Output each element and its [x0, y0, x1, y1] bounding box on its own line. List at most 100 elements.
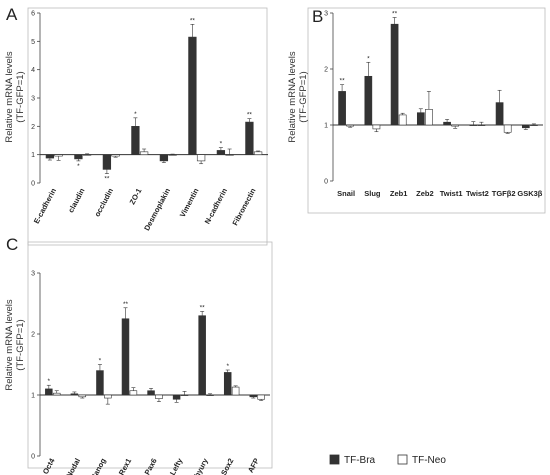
panel-b-bar-tf-neo [530, 124, 538, 126]
panel-c-y-tick-label: 2 [31, 332, 35, 339]
panel-c-category-label: Nanog [89, 456, 108, 475]
panel-c-bar-tf-bra [147, 390, 155, 396]
panel-b-bar-tf-bra [443, 121, 451, 126]
panel-a-y-axis-label-line: (TF-GFP=1) [15, 71, 26, 122]
panel-c-significance-mark: ** [123, 301, 129, 308]
panel-a-y-tick-label: 6 [31, 11, 35, 18]
legend-label-tf-bra: TF-Bra [344, 455, 376, 466]
panel-c-y-axis-label-line: Relative mRNA levels [4, 299, 15, 391]
panel-a-y-tick-label: 3 [31, 96, 35, 103]
panel-a-bar-tf-bra [45, 154, 55, 159]
panel-c-bar-tf-neo [257, 394, 265, 400]
panel-a-y-axis-label-line: Relative mRNA levels [4, 51, 15, 143]
panel-a-category-label: Desmoplakin [142, 186, 172, 232]
panel-b-y-tick-label: 3 [324, 11, 328, 18]
panel-b-significance-mark: ** [392, 10, 398, 17]
panel-a-category-label: N-cadherin [203, 186, 230, 225]
panel-a-significance-mark: * [220, 141, 223, 148]
panel-c-bar-tf-bra [198, 315, 206, 396]
panel-b-category-label: Snail [337, 189, 355, 198]
panel-a-significance-mark: * [77, 163, 80, 170]
panel-a-bar-tf-bra [102, 154, 112, 170]
panel-a: A Relative mRNA levels(TF-GFP=1) 0 1 2 3 4 5 6 E-… [4, 5, 268, 246]
panel-c-significance-mark: * [48, 378, 51, 385]
panel-c-bar-tf-neo [78, 394, 87, 398]
panel-a-bar-tf-neo [253, 151, 263, 155]
panel-b: B Relative mRNA levels(TF-GFP=1) 0 1 2 3 ** Sna… [287, 7, 546, 214]
panel-c-letter: C [6, 235, 18, 254]
panel-b-category-label: Zeb1 [390, 189, 408, 198]
panel-c-bar-tf-bra [96, 370, 104, 396]
panel-a-y-tick-label: 4 [31, 67, 35, 74]
panel-a-y-tick-label: 2 [31, 124, 35, 131]
panel-c-category-label: Brachyury [185, 456, 211, 475]
panel-b-bar-tf-bra [338, 91, 346, 126]
panel-a-y-tick-label: 1 [31, 152, 35, 159]
panel-a-significance-mark: ** [190, 17, 196, 24]
panel-b-bar-tf-neo [372, 124, 381, 130]
panel-b-bar-tf-neo [425, 109, 433, 126]
panel-b-category-label: TGFβ2 [492, 189, 516, 198]
panel-c-category-label: Pax6 [143, 457, 159, 475]
panel-a-bar-tf-bra [159, 154, 169, 162]
panel-c-category-label: Sox2 [219, 457, 235, 475]
panel-a-y-tick-label: 5 [31, 39, 35, 46]
panel-b-y-tick-label: 2 [324, 67, 328, 74]
panel-a-category-label: Fibronectin [230, 186, 257, 227]
panel-b-significance-mark: * [367, 55, 370, 62]
panel-a-bar-tf-bra [188, 36, 197, 155]
panel-b-bar-tf-neo [451, 124, 460, 127]
panel-a-frame [27, 7, 268, 246]
panel-b-bar-tf-neo [477, 124, 486, 126]
panel-c-bar-tf-neo [180, 394, 189, 396]
panel-c-bar-tf-neo [231, 386, 240, 396]
panel-b-y-axis-label: Relative mRNA levels(TF-GFP=1) [287, 51, 309, 143]
legend-swatch-tf-bra [329, 454, 340, 465]
panel-a-category-label: occludin [93, 186, 116, 218]
panel-c-bar-tf-bra [172, 394, 181, 400]
panel-b-bar-tf-bra [495, 102, 504, 126]
panel-b-bar-tf-bra [469, 124, 478, 126]
panel-c-category-label: AFP [246, 457, 261, 474]
panel-b-category-label: Twist1 [440, 189, 463, 198]
panel-c-category-label: Oct4 [41, 456, 57, 475]
panel-a-significance-mark: ** [104, 176, 110, 183]
panel-b-y-tick-label: 1 [324, 123, 328, 130]
panel-c-y-tick-label: 3 [31, 271, 35, 278]
panel-c-y-tick-label: 1 [31, 393, 35, 400]
panel-c-category-label: Nodal [64, 457, 82, 475]
panel-a-y-axis-label: Relative mRNA levels(TF-GFP=1) [4, 51, 26, 143]
panel-a-significance-mark: * [134, 111, 137, 118]
panel-c-frame [27, 241, 273, 469]
panel-a-significance-mark: ** [247, 112, 253, 119]
panel-b-category-label: GSK3β [517, 189, 542, 198]
panel-b-significance-mark: ** [340, 78, 346, 85]
panel-c-bar-tf-bra [45, 388, 53, 396]
panel-c-bar-tf-bra [223, 372, 232, 396]
panel-c-significance-mark: ** [200, 304, 206, 311]
panel-b-y-axis-label-line: Relative mRNA levels [287, 51, 298, 143]
panel-a-category-label: E-cadherin [32, 186, 58, 225]
panel-b-y-tick-label: 0 [324, 179, 328, 186]
panel-b-bar-tf-neo [346, 124, 355, 127]
panel-b-category-label: Zeb2 [416, 189, 434, 198]
panel-b-category-label: Slug [364, 189, 381, 198]
panel-b-bar-tf-bra [390, 23, 399, 126]
legend-swatch-tf-neo [397, 454, 408, 465]
panel-a-category-label: Vimentin [178, 186, 201, 218]
panel-b-bar-tf-bra [364, 75, 373, 126]
legend: TF-Bra TF-Neo [329, 454, 446, 466]
legend-label-tf-neo: TF-Neo [412, 455, 446, 466]
panel-a-category-label: claudin [66, 186, 86, 214]
panel-c-bar-tf-neo [52, 392, 61, 396]
panel-a-bar-tf-neo [54, 154, 63, 157]
panel-a-bar-tf-bra [245, 121, 254, 155]
panel-a-bar-tf-bra [131, 126, 140, 155]
panel-a-bar-tf-neo [225, 154, 234, 156]
panel-b-bar-tf-bra [521, 124, 530, 129]
panel-a-bar-tf-neo [196, 154, 206, 162]
panel-c-y-axis-label-line: (TF-GFP=1) [15, 319, 26, 370]
panel-c-category-label: Rex1 [117, 457, 133, 475]
panel-c-category-label: Lefty [168, 456, 185, 475]
